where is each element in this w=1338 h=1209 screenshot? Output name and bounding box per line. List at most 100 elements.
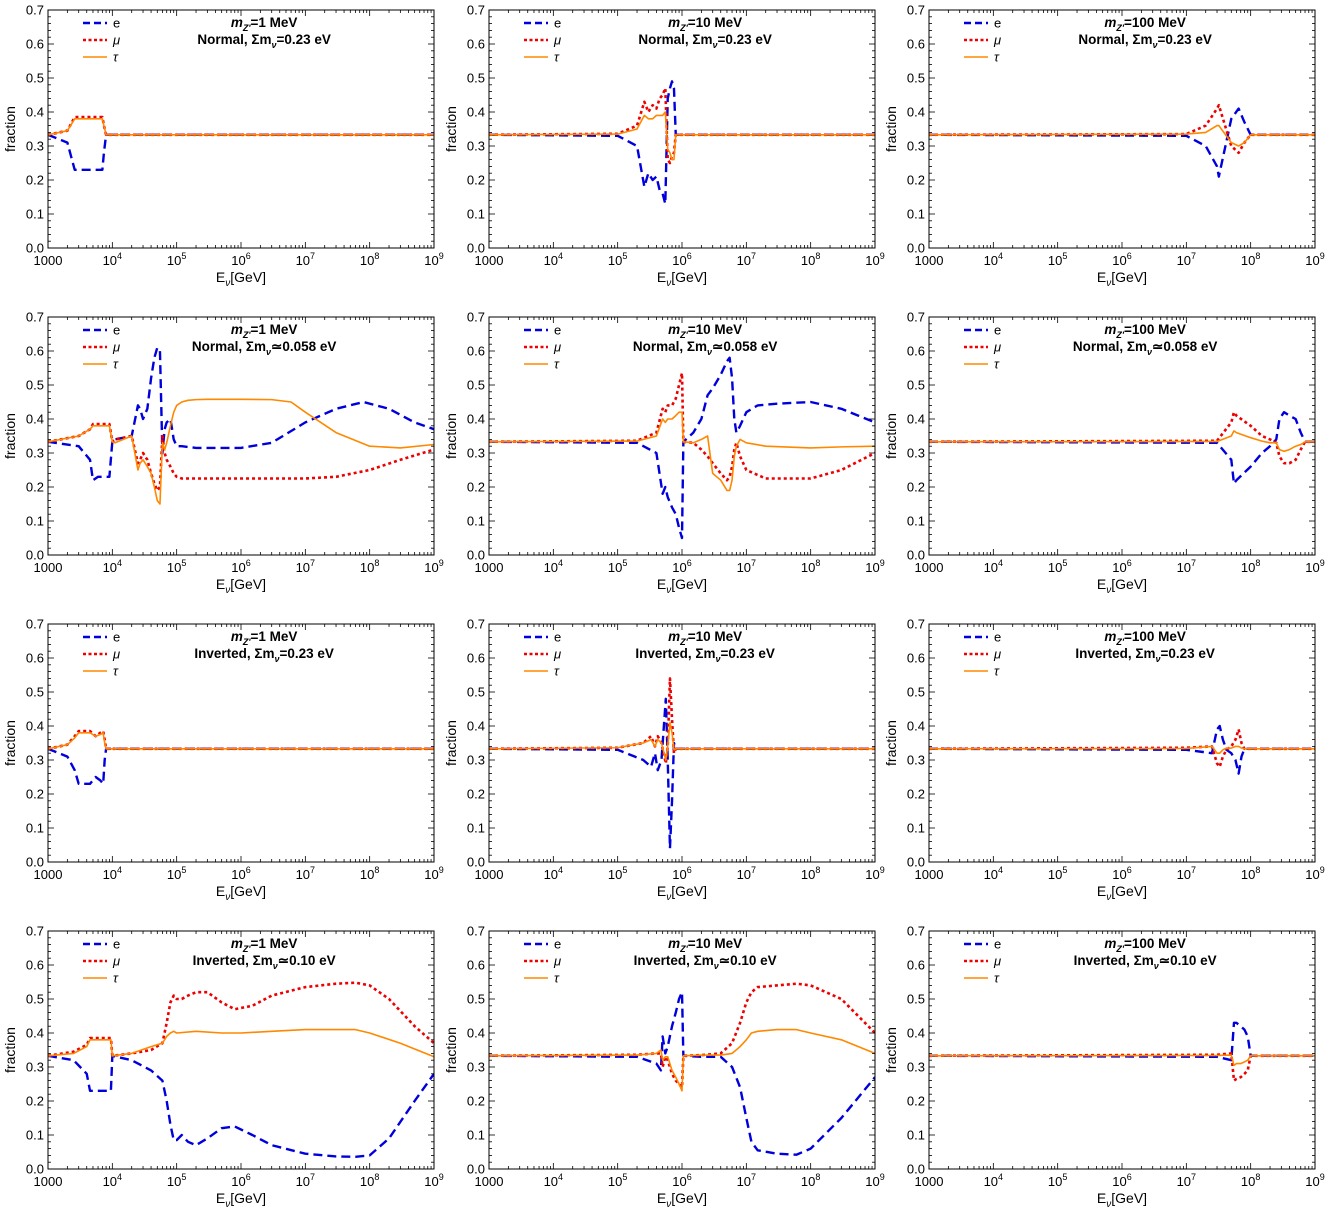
series-line [489,111,875,161]
x-tick-label: 109 [1305,865,1324,882]
legend-label: μ [553,647,561,662]
y-axis-label: fraction [2,413,18,459]
y-tick-label: 0.1 [467,1128,485,1143]
x-tick-label: 106 [231,865,250,882]
y-tick-label: 0.0 [467,241,485,256]
x-tick-label: 104 [103,558,122,575]
chart-title-mass: mZ'=100 MeV [1104,15,1186,33]
y-axis-label: fraction [443,720,459,766]
y-tick-label: 0.6 [907,958,925,973]
series-line [48,1054,434,1158]
y-tick-label: 0.0 [907,241,925,256]
series-line [489,80,875,205]
x-tick-label: 104 [984,865,1003,882]
x-tick-label: 104 [544,558,563,575]
y-tick-label: 0.6 [467,37,485,52]
x-tick-label: 107 [737,558,756,575]
y-tick-label: 0.3 [26,1060,44,1075]
series-line [489,677,875,765]
y-tick-label: 0.0 [26,855,44,870]
x-tick-label: 1000 [915,1174,944,1189]
chart-panel: 0.0 0.1 0.2 0.3 0.4 0.5 0.6 0.7 1000 104 105 106 107… [443,924,885,1209]
y-tick-label: 0.4 [907,1026,925,1041]
x-axis-label: Eν[GeV] [1097,269,1147,289]
x-tick-label: 108 [801,251,820,268]
y-tick-label: 0.6 [26,37,44,52]
series-line [489,86,875,165]
chart-title-config: Normal, Σmν≃0.058 eV [192,339,337,357]
x-tick-label: 105 [1048,1172,1067,1189]
x-tick-label: 104 [544,251,563,268]
chart-title-config: Normal, Σmν=0.23 eV [1078,32,1212,50]
y-tick-label: 0.1 [907,1128,925,1143]
series-line [48,118,434,136]
x-axis-label: Eν[GeV] [657,883,707,903]
y-axis-label: fraction [2,720,18,766]
x-tick-label: 104 [103,1172,122,1189]
x-tick-label: 106 [1112,558,1131,575]
y-tick-label: 0.1 [907,821,925,836]
x-tick-label: 106 [672,251,691,268]
series-line [929,1052,1315,1082]
x-axis-label: Eν[GeV] [216,269,266,289]
x-tick-label: 108 [1241,1172,1260,1189]
x-tick-label: 109 [865,558,884,575]
y-tick-label: 0.3 [907,446,925,461]
chart-title-mass: mZ'=100 MeV [1104,322,1186,340]
legend-label: e [554,16,561,31]
y-tick-label: 0.5 [467,71,485,86]
chart-title-config: Inverted, Σmν=0.23 eV [194,646,334,664]
y-tick-label: 0.1 [467,514,485,529]
x-tick-label: 107 [737,865,756,882]
y-tick-label: 0.7 [26,310,44,325]
y-tick-label: 0.1 [26,821,44,836]
y-tick-label: 0.0 [26,548,44,563]
x-tick-label: 109 [424,558,443,575]
y-tick-label: 0.0 [467,1162,485,1177]
legend-label: e [113,630,120,645]
x-tick-label: 106 [1112,1172,1131,1189]
y-tick-label: 0.6 [907,651,925,666]
y-tick-label: 0.4 [26,1026,44,1041]
x-tick-label: 108 [360,251,379,268]
legend-label: τ [113,971,119,986]
legend-label: τ [994,664,1000,679]
x-tick-label: 104 [103,251,122,268]
y-axis-label: fraction [443,413,459,459]
legend-label: μ [112,340,120,355]
y-axis-label: fraction [443,106,459,152]
y-tick-label: 0.6 [26,958,44,973]
y-tick-label: 0.3 [907,1060,925,1075]
x-axis-label: Eν[GeV] [216,576,266,596]
x-tick-label: 107 [296,251,315,268]
x-tick-label: 106 [1112,865,1131,882]
y-tick-label: 0.4 [907,719,925,734]
y-tick-label: 0.4 [467,105,485,120]
x-axis-label: Eν[GeV] [1097,576,1147,596]
legend-label: e [554,630,561,645]
y-tick-label: 0.7 [907,617,925,632]
x-tick-label: 106 [231,251,250,268]
y-tick-label: 0.7 [467,617,485,632]
series-line [48,1028,434,1058]
x-tick-label: 105 [608,1172,627,1189]
y-tick-label: 0.7 [907,310,925,325]
x-tick-label: 106 [231,558,250,575]
legend-label: μ [993,954,1001,969]
x-tick-label: 109 [1305,251,1324,268]
y-tick-label: 0.6 [467,344,485,359]
x-tick-label: 107 [1177,558,1196,575]
legend-label: e [554,937,561,952]
chart-panel: 0.0 0.1 0.2 0.3 0.4 0.5 0.6 0.7 1000 104 105 106 107… [443,3,885,290]
series-line [929,103,1315,155]
x-tick-label: 109 [865,251,884,268]
y-tick-label: 0.1 [467,207,485,222]
x-tick-label: 105 [167,558,186,575]
y-tick-label: 0.1 [467,821,485,836]
y-tick-label: 0.4 [26,412,44,427]
x-tick-label: 108 [1241,865,1260,882]
y-tick-label: 0.3 [467,1060,485,1075]
x-tick-label: 107 [296,558,315,575]
legend-label: μ [993,340,1001,355]
x-tick-label: 106 [672,865,691,882]
